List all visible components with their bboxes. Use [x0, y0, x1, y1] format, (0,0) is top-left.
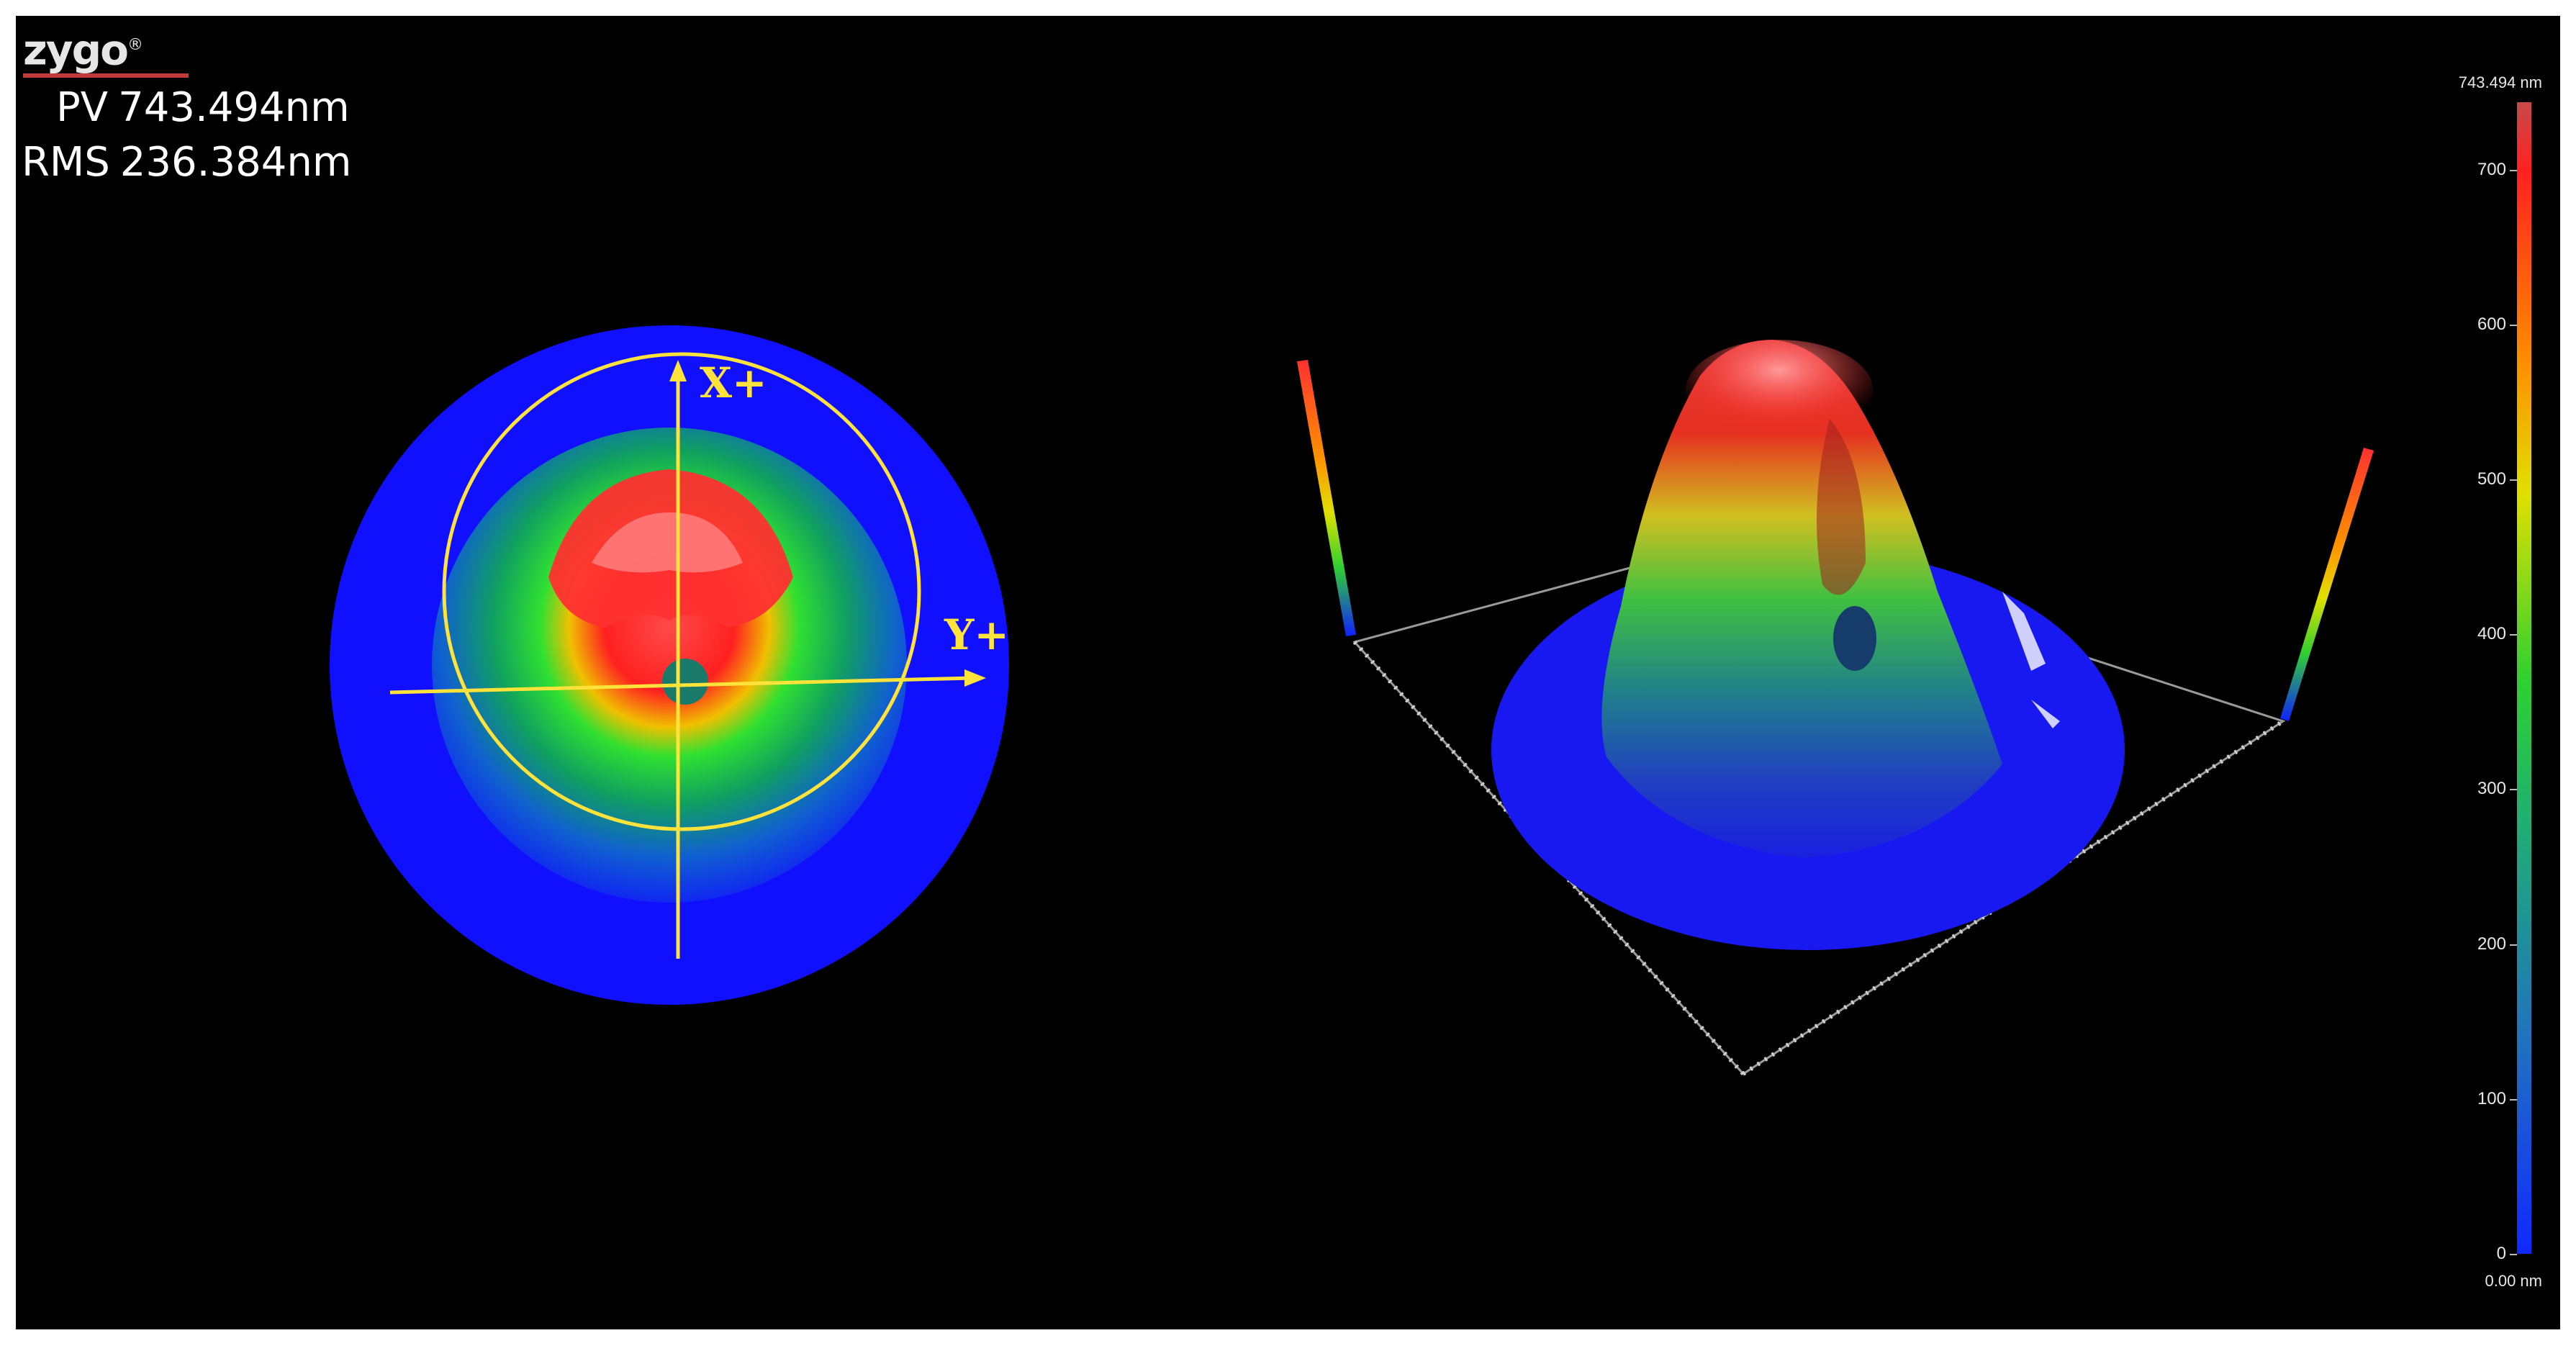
rms-readout: RMS 236.384nm — [22, 140, 351, 186]
rms-value: 236.384 — [119, 139, 287, 186]
colorbar-tick-label: 600 — [2477, 314, 2506, 334]
surface3d-peak — [1601, 340, 2002, 858]
colorbar-tick-mark — [2510, 789, 2517, 791]
colorbar-tick-mark — [2510, 944, 2517, 946]
colorbar-tick-label: 0 — [2496, 1244, 2506, 1263]
map2d-reference-circle — [442, 352, 921, 831]
logo-text: zygo® — [23, 23, 143, 75]
logo-underline — [23, 73, 189, 78]
surface3d-peak-highlight — [1686, 340, 1873, 440]
pv-unit: nm — [284, 84, 350, 131]
colorbar-tick-label: 400 — [2477, 624, 2506, 644]
surface3d-specular — [2002, 592, 2060, 728]
colorbar — [2517, 102, 2531, 1254]
pv-label: PV — [56, 84, 109, 131]
surface3d-frame — [1352, 540, 2286, 1075]
zygo-logo: zygo® — [23, 23, 189, 81]
map2d-peak — [592, 512, 743, 573]
colorbar-tick-label: 200 — [2477, 934, 2506, 954]
colorbar-tick-label: 300 — [2477, 779, 2506, 799]
surface3d-tick-rail-right — [1742, 719, 2284, 1076]
colorbar-tick-label: 500 — [2477, 469, 2506, 489]
colorbar-tick-mark — [2510, 169, 2517, 171]
brand-registered-mark: ® — [127, 36, 143, 54]
map2d-y-arrow — [964, 669, 986, 687]
map2d-x-arrow — [669, 360, 687, 381]
surface3d-tick-rail-left — [1352, 640, 1745, 1076]
colorbar-tick-mark — [2510, 634, 2517, 636]
map2d-center-dip — [662, 659, 708, 705]
plots-canvas: X+ Y+ — [330, 325, 2374, 1076]
surface3d — [1297, 340, 2374, 1076]
pv-value: 743.494 — [118, 84, 285, 131]
colorbar-tick-mark — [2510, 324, 2517, 326]
y-axis-label: Y+ — [944, 610, 1009, 659]
map2d-y-axis — [389, 676, 974, 695]
colorbar-max-label: 743.494 nm — [2458, 73, 2542, 91]
colorbar-tick-mark — [2510, 1254, 2517, 1255]
rms-unit: nm — [286, 139, 352, 186]
brand-name: zygo — [23, 25, 129, 75]
measurement-viewport: zygo® PV 743.494nm RMS 236.384nm — [16, 16, 2560, 1329]
colorbar-tick-mark — [2510, 479, 2517, 481]
rms-label: RMS — [22, 139, 110, 186]
x-axis-label: X+ — [700, 358, 767, 407]
surface3d-post-left — [1297, 360, 1356, 636]
colorbar-min-label: 0.00 nm — [2485, 1272, 2543, 1290]
colorbar-tick-mark — [2510, 1098, 2517, 1101]
colorbar-tick-label: 700 — [2477, 159, 2506, 179]
surface3d-post-right — [2280, 448, 2374, 721]
colorbar-tick-label: 100 — [2477, 1088, 2506, 1108]
map2d: X+ Y+ — [330, 325, 1009, 1005]
surface3d-hole — [1833, 606, 1876, 671]
surface3d-crease — [1817, 419, 1866, 595]
pv-readout: PV 743.494nm — [56, 85, 350, 131]
